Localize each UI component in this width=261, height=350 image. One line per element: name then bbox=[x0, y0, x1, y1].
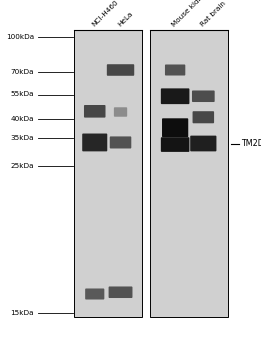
Text: TM2D1: TM2D1 bbox=[241, 139, 261, 148]
FancyBboxPatch shape bbox=[110, 136, 131, 148]
Bar bbox=[150, 30, 228, 317]
Text: 35kDa: 35kDa bbox=[10, 135, 34, 141]
Text: Mouse kidney: Mouse kidney bbox=[171, 0, 210, 28]
Text: 70kDa: 70kDa bbox=[10, 69, 34, 75]
FancyBboxPatch shape bbox=[161, 88, 189, 104]
Text: 15kDa: 15kDa bbox=[10, 310, 34, 316]
Text: Rat brain: Rat brain bbox=[199, 0, 227, 28]
Text: 25kDa: 25kDa bbox=[10, 163, 34, 169]
FancyBboxPatch shape bbox=[193, 111, 214, 123]
FancyBboxPatch shape bbox=[82, 133, 107, 151]
Text: NCI-H460: NCI-H460 bbox=[91, 0, 119, 28]
FancyBboxPatch shape bbox=[114, 107, 127, 117]
Bar bbox=[74, 30, 142, 317]
Text: HeLa: HeLa bbox=[116, 11, 134, 28]
FancyBboxPatch shape bbox=[107, 64, 134, 76]
FancyBboxPatch shape bbox=[109, 286, 133, 298]
FancyBboxPatch shape bbox=[165, 64, 185, 76]
Text: 100kDa: 100kDa bbox=[6, 34, 34, 40]
Text: 40kDa: 40kDa bbox=[10, 116, 34, 122]
FancyBboxPatch shape bbox=[84, 105, 105, 118]
FancyBboxPatch shape bbox=[192, 90, 215, 102]
FancyBboxPatch shape bbox=[85, 288, 104, 300]
FancyBboxPatch shape bbox=[162, 118, 188, 137]
Text: 55kDa: 55kDa bbox=[10, 91, 34, 98]
FancyBboxPatch shape bbox=[190, 135, 216, 151]
FancyBboxPatch shape bbox=[161, 137, 189, 152]
